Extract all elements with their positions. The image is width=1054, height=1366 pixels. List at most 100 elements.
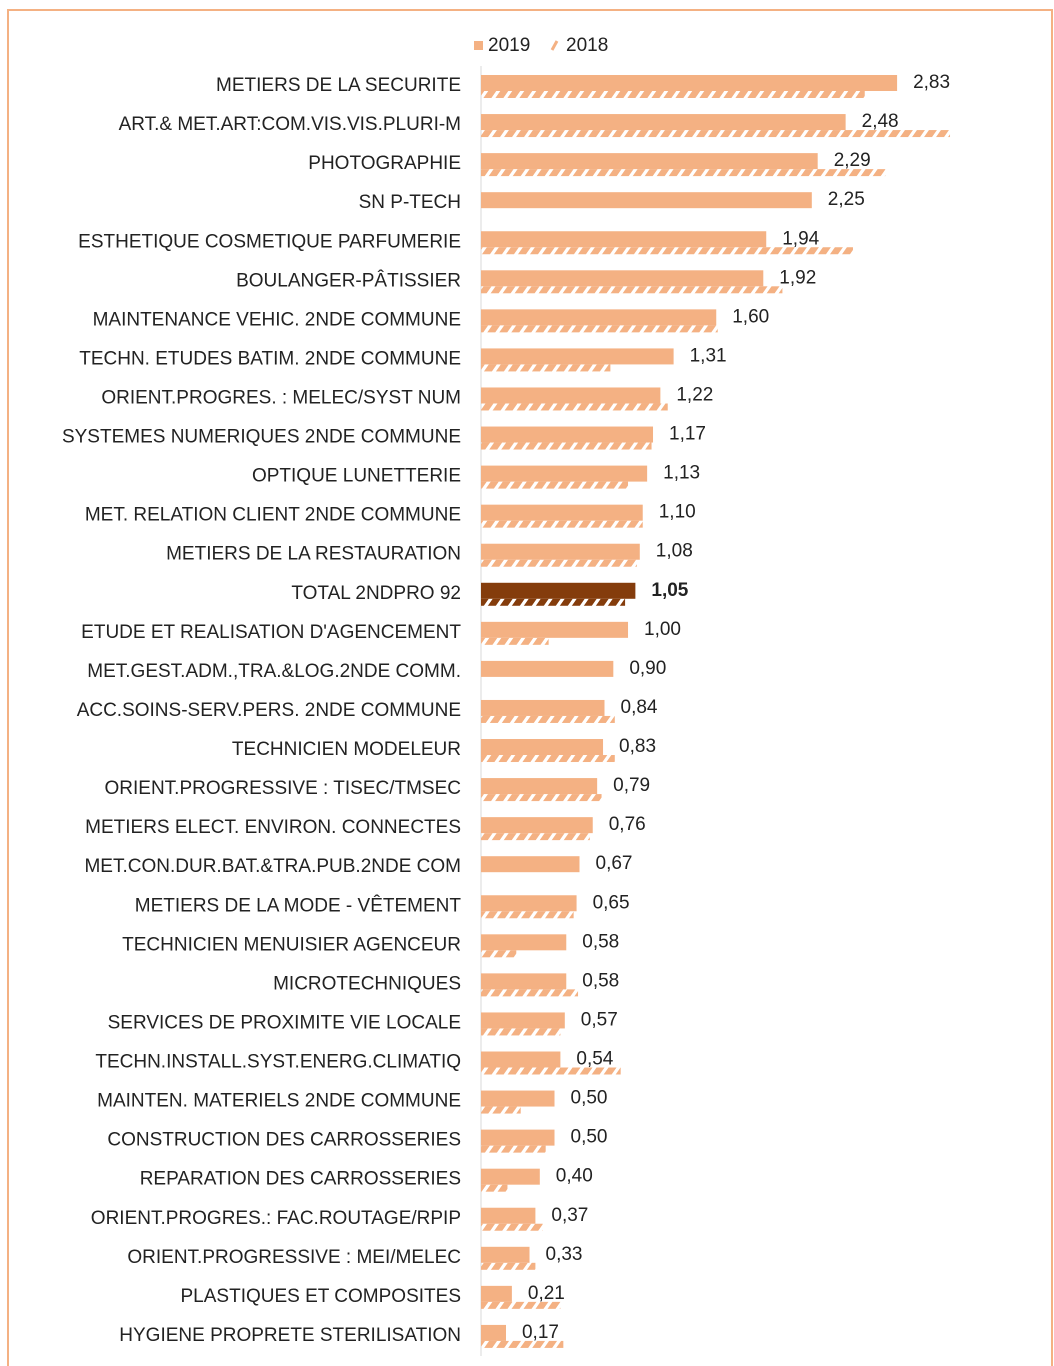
value-label: 0,50 [571, 1127, 608, 1148]
bar-2019 [481, 348, 674, 365]
value-label: 0,40 [556, 1166, 593, 1187]
category-label: TECHN.INSTALL.SYST.ENERG.CLIMATIQ [95, 1052, 461, 1073]
bar-2019 [481, 817, 593, 834]
bar-2019 [481, 778, 598, 795]
bar-2019 [481, 543, 640, 560]
bar-2019 [481, 270, 764, 287]
value-label: 0,79 [613, 775, 650, 796]
value-label: 0,90 [629, 658, 666, 679]
value-label: 1,13 [663, 463, 700, 484]
bar-2019 [481, 895, 577, 912]
category-label: METIERS DE LA RESTAURATION [166, 544, 461, 565]
category-label: MET. RELATION CLIENT 2NDE COMMUNE [85, 505, 461, 526]
category-label: REPARATION DES CARROSSERIES [140, 1169, 461, 1190]
value-label: 1,94 [782, 228, 819, 249]
bar-2018 [481, 1184, 508, 1192]
value-label: 0,76 [609, 814, 646, 835]
legend-swatch [550, 40, 559, 51]
category-label: SERVICES DE PROXIMITE VIE LOCALE [108, 1012, 461, 1033]
category-label: CONSTRUCTION DES CARROSSERIES [107, 1130, 461, 1151]
value-label: 1,10 [659, 502, 696, 523]
value-label: 0,33 [546, 1244, 583, 1265]
bar-2018 [481, 715, 615, 723]
category-label: MAINTEN. MATERIELS 2NDE COMMUNE [97, 1091, 461, 1112]
value-label: 2,29 [834, 150, 871, 171]
bar-2019 [481, 1324, 506, 1341]
bar-2018 [481, 286, 783, 294]
category-label: METIERS DE LA MODE - VÊTEMENT [135, 894, 462, 916]
category-label: SYSTEMES NUMERIQUES 2NDE COMMUNE [62, 427, 461, 448]
category-label: MET.GEST.ADM.,TRA.&LOG.2NDE COMM. [87, 661, 461, 682]
bar-2018 [481, 442, 652, 450]
bar-2018 [481, 950, 517, 958]
category-label: HYGIENE PROPRETE STERILISATION [119, 1325, 461, 1346]
bar-2018 [481, 481, 629, 489]
bar-2019 [481, 1051, 561, 1068]
bar-2019 [481, 856, 580, 873]
bar-2019 [481, 934, 567, 951]
bar-2019 [481, 1168, 540, 1185]
bar-2019 [481, 1285, 512, 1302]
category-label: TECHNICIEN MODELEUR [232, 739, 461, 760]
category-label: BOULANGER-PÂTISSIER [236, 269, 461, 291]
bar-2018 [481, 1067, 621, 1075]
bar-2019 [481, 1246, 530, 1263]
bar-2019 [481, 1012, 565, 1029]
bar-2018 [481, 403, 668, 411]
bar-2019 [481, 504, 643, 521]
category-label: TOTAL 2NDPRO 92 [291, 583, 461, 604]
value-label: 1,05 [651, 580, 688, 601]
bar-2018 [481, 325, 718, 333]
bar-2018 [481, 364, 611, 372]
bar-2018 [481, 1106, 521, 1114]
category-label: ACC.SOINS-SERV.PERS. 2NDE COMMUNE [77, 700, 461, 721]
value-label: 0,21 [528, 1283, 565, 1304]
bar-2018 [481, 637, 549, 645]
value-label: 0,57 [581, 1009, 618, 1030]
bar-2019 [481, 1129, 555, 1146]
bar-2019 [481, 114, 846, 131]
bar-2019 [481, 1090, 555, 1107]
category-label: MET.CON.DUR.BAT.&TRA.PUB.2NDE COM [84, 856, 461, 877]
bar-2018 [481, 247, 853, 255]
value-label: 0,17 [522, 1322, 559, 1343]
category-label: METIERS ELECT. ENVIRON. CONNECTES [85, 817, 461, 838]
bar-2019 [481, 739, 604, 756]
bar-2019 [481, 582, 636, 599]
category-label: MAINTENANCE VEHIC. 2NDE COMMUNE [93, 309, 461, 330]
bar-2018 [481, 755, 615, 763]
category-label: ORIENT.PROGRESSIVE : TISEC/TMSEC [105, 778, 462, 799]
value-label: 1,22 [676, 384, 713, 405]
category-label: ART.& MET.ART:COM.VIS.VIS.PLURI-M [119, 114, 461, 135]
legend-swatch [474, 41, 483, 50]
bar-2018 [481, 911, 574, 919]
bar-2018 [481, 1301, 561, 1309]
category-label: ORIENT.PROGRES.: FAC.ROUTAGE/RPIP [91, 1208, 461, 1229]
category-label: ETUDE ET REALISATION D'AGENCEMENT [81, 622, 461, 643]
category-label: TECHN. ETUDES BATIM. 2NDE COMMUNE [79, 348, 461, 369]
category-label: MICROTECHNIQUES [273, 973, 461, 994]
bar-2018 [481, 559, 637, 567]
bar-2019 [481, 231, 767, 248]
bar-2019 [481, 426, 654, 443]
bar-2018 [481, 520, 643, 528]
value-label: 0,84 [621, 697, 658, 718]
category-label: ORIENT.PROGRES. : MELEC/SYST NUM [101, 387, 461, 408]
value-label: 1,17 [669, 424, 706, 445]
bar-2019 [481, 75, 898, 91]
value-label: 2,25 [828, 189, 865, 210]
category-label: PHOTOGRAPHIE [308, 153, 461, 174]
bar-2019 [481, 153, 818, 170]
bar-2019 [481, 699, 605, 716]
bar-2018 [481, 989, 579, 997]
value-label: 0,83 [619, 736, 656, 757]
bar-2018 [481, 1262, 536, 1270]
category-label: SN P-TECH [359, 192, 461, 213]
value-label: 2,48 [862, 111, 899, 132]
value-label: 0,67 [596, 853, 633, 874]
value-label: 1,08 [656, 541, 693, 562]
bar-2018 [481, 91, 865, 98]
value-label: 0,65 [593, 892, 630, 913]
value-label: 1,00 [644, 619, 681, 640]
